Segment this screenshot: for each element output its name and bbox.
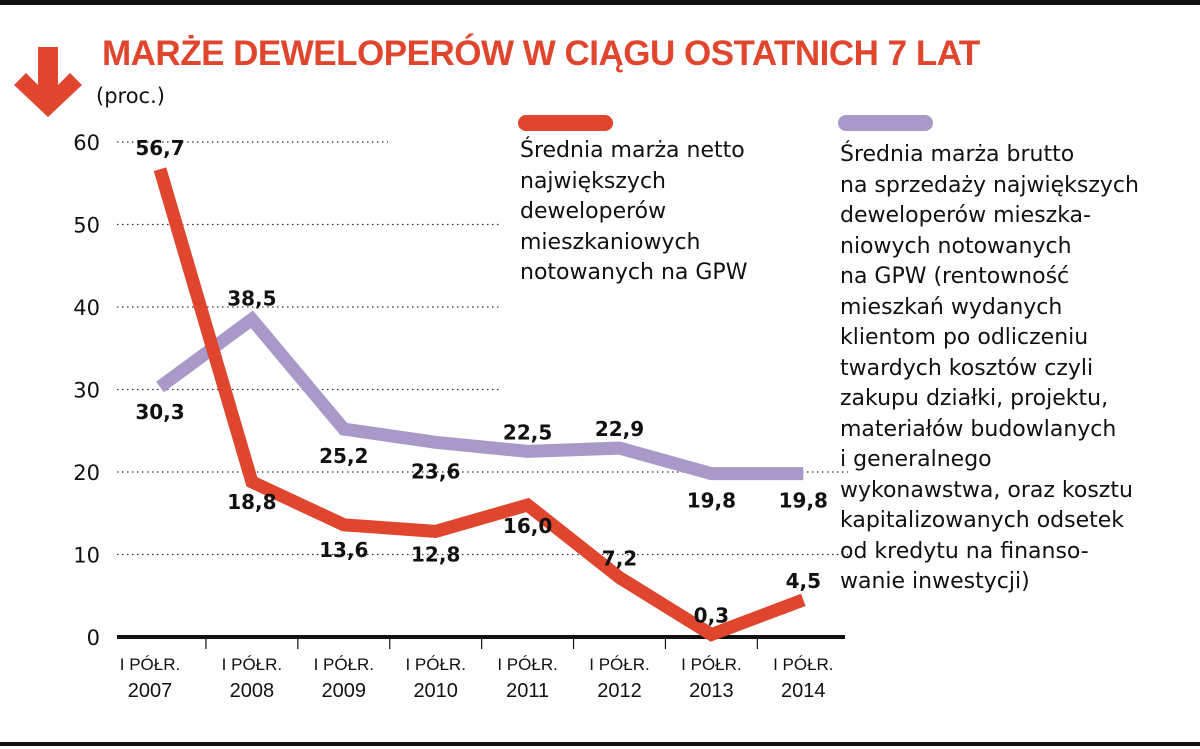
data-label: 22,9 [595, 417, 644, 441]
data-label: 0,3 [694, 604, 729, 628]
x-tick-label: 2012 [597, 680, 642, 702]
x-tick-label: I PÓŁR. [497, 655, 557, 674]
data-label: 23,6 [411, 459, 460, 483]
y-tick-label: 50 [73, 214, 100, 238]
y-tick-label: 30 [73, 379, 100, 403]
chart-title: MARŻE DEWELOPERÓW W CIĄGU OSTATNICH 7 LA… [102, 34, 980, 73]
y-tick-label: 60 [73, 131, 100, 155]
data-label: 19,8 [779, 489, 828, 513]
legend-label-netto: Średnia marża netto największych dewelop… [520, 138, 748, 285]
data-label: 38,5 [227, 286, 276, 310]
x-tick-label: I PÓŁR. [681, 655, 741, 674]
bottom-rule [0, 742, 1200, 746]
x-tick-label: 2010 [413, 680, 458, 702]
x-tick-label: 2009 [322, 680, 367, 702]
data-label: 4,5 [786, 569, 821, 593]
data-label: 22,5 [503, 420, 552, 444]
x-tick-label: 2013 [689, 680, 734, 702]
y-tick-label: 0 [87, 626, 100, 650]
legend-swatch-brutto [838, 115, 933, 131]
x-tick-label: I PÓŁR. [120, 655, 180, 674]
x-tick-label: 2008 [230, 680, 275, 702]
data-label: 16,0 [503, 514, 552, 538]
series-line-netto [153, 167, 806, 642]
data-label: 12,8 [411, 542, 460, 566]
legend-swatch-netto [518, 115, 613, 131]
data-label: 18,8 [227, 490, 276, 514]
x-tick-label: I PÓŁR. [405, 655, 465, 674]
data-label: 30,3 [135, 400, 184, 424]
x-tick-label: I PÓŁR. [773, 655, 833, 674]
arrow-down-icon [14, 47, 82, 117]
data-label: 7,2 [602, 547, 637, 571]
y-tick-label: 10 [73, 544, 100, 568]
x-tick-label: I PÓŁR. [222, 655, 282, 674]
x-tick-label: 2011 [506, 680, 549, 702]
x-tick-label: I PÓŁR. [589, 655, 649, 674]
data-label: 13,6 [319, 538, 368, 562]
x-tick-label: I PÓŁR. [314, 655, 374, 674]
legend-label-brutto: Średnia marża brutto na sprzedaży najwię… [840, 142, 1139, 594]
top-rule [0, 0, 1200, 5]
x-tick-label: 2007 [128, 680, 173, 702]
y-tick-label: 40 [73, 296, 100, 320]
y-tick-label: 20 [73, 461, 100, 485]
data-label: 19,8 [687, 489, 736, 513]
y-axis-unit: (proc.) [96, 84, 165, 108]
series-line-brutto [156, 310, 804, 481]
x-tick-label: 2014 [781, 680, 826, 702]
data-label: 56,7 [135, 136, 184, 160]
data-label: 25,2 [319, 444, 368, 468]
